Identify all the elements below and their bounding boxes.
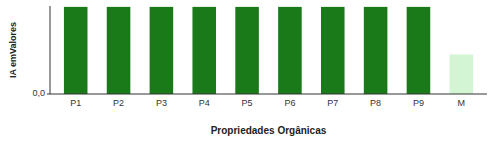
y-tick (47, 94, 50, 95)
bar (192, 7, 216, 94)
x-tick-label: P5 (242, 98, 253, 108)
bar (321, 7, 345, 94)
bar (450, 54, 474, 94)
x-tick-label: P2 (113, 98, 124, 108)
x-axis (50, 94, 487, 95)
x-tick-label: M (458, 98, 466, 108)
y-tick-label: 0,0 (32, 88, 45, 98)
bar (364, 7, 388, 94)
chart: 0,0 P1 P2 P3 P4 P5 P6 P7 P8 P9 M Propriedades Orgân… (0, 0, 497, 144)
y-axis (50, 6, 51, 94)
bar (107, 7, 131, 94)
x-tick-label: P3 (156, 98, 167, 108)
bar (64, 7, 88, 94)
bars (64, 7, 473, 94)
x-tick-label: P4 (199, 98, 210, 108)
x-tick-label: P9 (413, 98, 424, 108)
bar (278, 7, 302, 94)
x-axis-label: Propriedades Orgânicas (211, 125, 327, 136)
x-tick-label: P1 (70, 98, 81, 108)
bar (407, 7, 431, 94)
y-axis-label: IA emValores (8, 22, 18, 78)
bar (150, 7, 174, 94)
x-tick-label: P6 (284, 98, 295, 108)
x-tick-label: P7 (327, 98, 338, 108)
x-tick-label: P8 (370, 98, 381, 108)
bar (235, 7, 259, 94)
